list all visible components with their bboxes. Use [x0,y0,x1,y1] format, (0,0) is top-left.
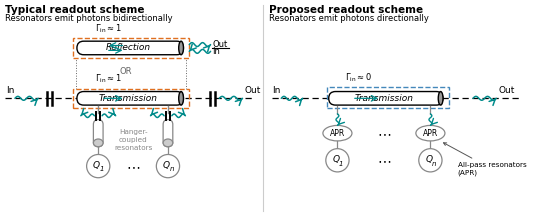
Text: n: n [170,167,174,173]
Ellipse shape [323,125,352,141]
Text: $\Gamma_{\rm in}\approx 0$: $\Gamma_{\rm in}\approx 0$ [345,71,373,84]
Text: Hanger-
coupled
resonators: Hanger- coupled resonators [114,129,152,151]
Text: Proposed readout scheme: Proposed readout scheme [269,5,423,15]
Bar [327,87,449,108]
Text: $\cdots$: $\cdots$ [377,126,391,140]
Circle shape [326,149,349,172]
FancyBboxPatch shape [77,41,184,55]
Text: Resonators emit photons directionally: Resonators emit photons directionally [269,14,429,23]
Text: Transmission: Transmission [354,94,413,103]
FancyBboxPatch shape [163,120,173,147]
FancyBboxPatch shape [93,120,103,147]
Text: Out: Out [498,86,515,95]
Text: In: In [6,86,15,95]
Text: $\cdots$: $\cdots$ [377,153,391,167]
Ellipse shape [179,92,184,105]
FancyBboxPatch shape [329,92,443,105]
Bar [73,89,189,108]
Text: APR: APR [423,129,438,138]
Text: $\Gamma_{\rm in}\approx 1$: $\Gamma_{\rm in}\approx 1$ [96,72,123,85]
Text: $\cdots$: $\cdots$ [126,159,140,173]
Text: n: n [432,161,436,167]
Text: In: In [213,47,220,56]
Text: APR: APR [330,129,345,138]
Text: Transmission: Transmission [99,94,158,103]
Text: All-pass resonators
(APR): All-pass resonators (APR) [443,143,526,176]
Text: 1: 1 [100,167,104,173]
Text: Out: Out [213,40,228,49]
Text: In: In [273,86,281,95]
Text: 1: 1 [339,161,343,167]
Text: $\Gamma_{\rm in}\approx 1$: $\Gamma_{\rm in}\approx 1$ [96,23,123,35]
Ellipse shape [163,139,173,147]
Text: Resonators emit photons bidirectionally: Resonators emit photons bidirectionally [5,14,173,23]
Text: OR: OR [119,67,132,76]
Text: Typical readout scheme: Typical readout scheme [5,5,145,15]
Ellipse shape [438,92,443,105]
Ellipse shape [93,139,103,147]
Text: $Q$: $Q$ [92,159,101,171]
Circle shape [86,154,110,178]
Text: $Q$: $Q$ [162,159,171,171]
Ellipse shape [416,125,445,141]
FancyBboxPatch shape [77,92,184,105]
Text: $Q$: $Q$ [332,153,340,165]
Text: $Q$: $Q$ [424,153,433,165]
Bar [73,38,189,58]
Ellipse shape [179,41,184,55]
Text: Reflection: Reflection [106,43,151,52]
Circle shape [157,154,180,178]
Text: Out: Out [245,86,261,95]
Circle shape [419,149,442,172]
